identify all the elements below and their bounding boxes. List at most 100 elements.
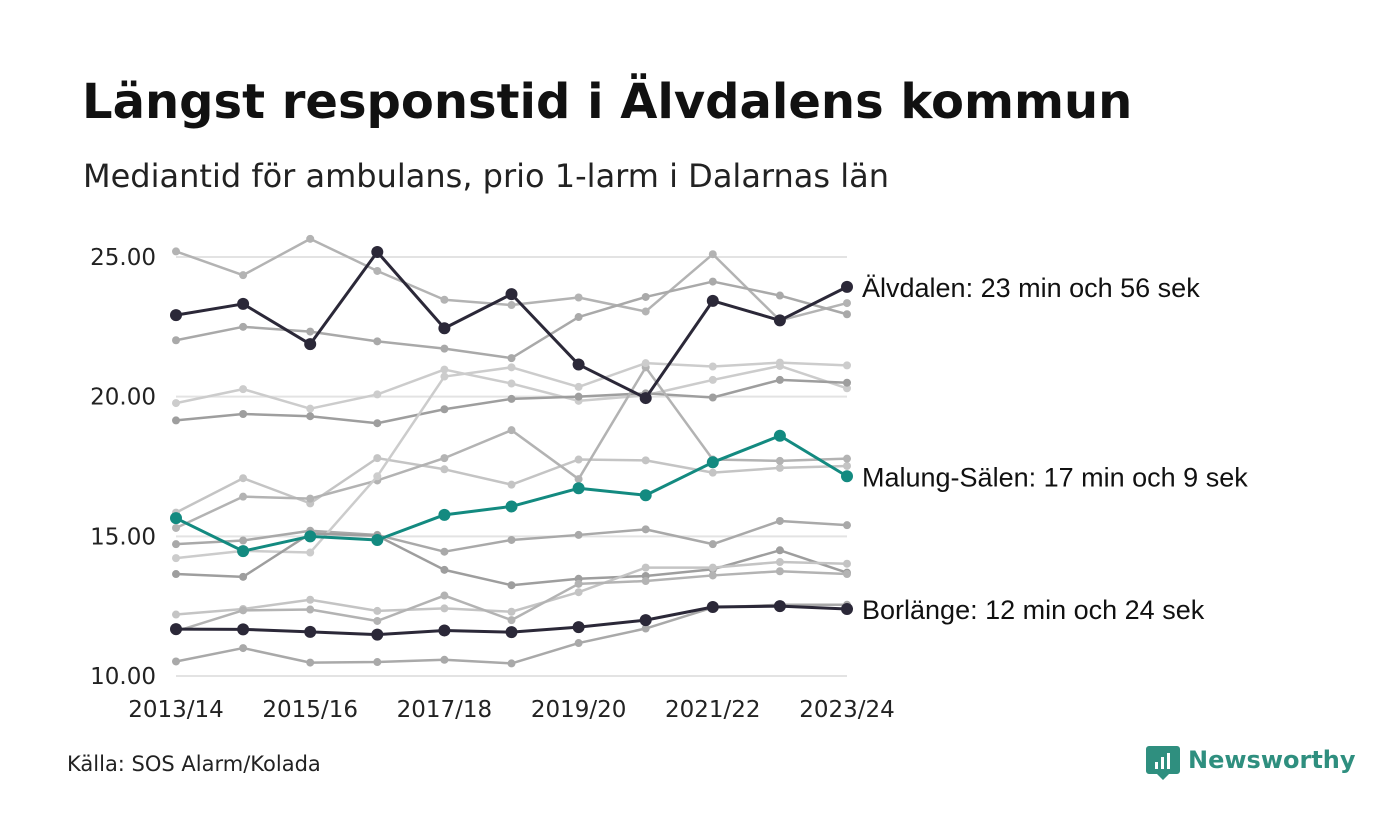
- data-point: [239, 536, 248, 545]
- data-point: [304, 625, 317, 638]
- data-point: [507, 607, 516, 616]
- data-point: [572, 358, 585, 371]
- data-point: [306, 327, 315, 336]
- data-point: [172, 657, 180, 666]
- data-point: [440, 372, 449, 381]
- data-point: [641, 525, 650, 534]
- data-point: [371, 245, 384, 258]
- data-point: [641, 359, 650, 368]
- data-point: [841, 602, 853, 615]
- newsworthy-logo[interactable]: Newsworthy: [1146, 746, 1356, 780]
- data-point: [507, 301, 516, 310]
- data-point: [371, 628, 384, 641]
- data-point: [775, 375, 784, 384]
- data-point: [639, 489, 652, 502]
- highlighted-series: [170, 245, 853, 641]
- data-point: [708, 540, 717, 549]
- data-point: [574, 313, 583, 322]
- data-point: [505, 626, 518, 639]
- series-end-labels: Älvdalen: 23 min och 56 sek Malung-Sälen:…: [862, 273, 1248, 625]
- x-tick-label: 2013/14: [128, 697, 224, 723]
- data-point: [170, 309, 182, 322]
- data-point: [239, 322, 248, 331]
- data-point: [239, 409, 248, 418]
- data-point: [237, 297, 250, 310]
- data-point: [440, 565, 449, 574]
- chart-title: Längst responstid i Älvdalens kommun: [82, 73, 1132, 130]
- data-point: [239, 474, 248, 483]
- data-point: [239, 606, 248, 615]
- data-point: [708, 362, 717, 371]
- data-point: [172, 540, 180, 549]
- data-point: [773, 600, 786, 613]
- x-tick-label: 2017/18: [397, 697, 493, 723]
- series-älvdalen: [170, 245, 853, 405]
- data-point: [775, 558, 784, 567]
- data-point: [507, 426, 516, 435]
- end-label-älvdalen: Älvdalen: 23 min och 56 sek: [862, 273, 1200, 303]
- data-point: [239, 572, 248, 581]
- data-point: [440, 465, 449, 474]
- data-point: [775, 456, 784, 465]
- data-point: [641, 456, 650, 465]
- data-point: [708, 277, 717, 286]
- data-point: [373, 472, 382, 481]
- grey-series: [172, 375, 851, 428]
- data-point: [574, 293, 583, 302]
- x-axis-ticks: 2013/14 2015/16 2017/18 2019/20 2021/22 2023/…: [128, 697, 895, 723]
- data-point: [843, 361, 851, 370]
- data-point: [708, 393, 717, 402]
- data-point: [172, 554, 180, 563]
- data-point: [706, 601, 719, 614]
- data-point: [507, 394, 516, 403]
- data-point: [371, 533, 384, 546]
- chart-subtitle: Mediantid för ambulans, prio 1-larm i Da…: [83, 157, 889, 195]
- data-point: [507, 379, 516, 388]
- data-point: [237, 545, 250, 558]
- grey-series: [172, 234, 851, 325]
- data-point: [708, 468, 717, 477]
- data-point: [641, 563, 650, 572]
- data-point: [172, 247, 180, 256]
- data-point: [306, 658, 315, 667]
- data-point: [306, 404, 315, 413]
- data-point: [572, 621, 585, 634]
- data-point: [507, 480, 516, 489]
- data-point: [775, 358, 784, 367]
- data-point: [639, 392, 652, 405]
- end-label-malung-sälen: Malung-Sälen: 17 min och 9 sek: [862, 462, 1248, 492]
- grey-series: [172, 567, 851, 636]
- data-point: [841, 280, 853, 293]
- data-point: [373, 390, 382, 399]
- data-point: [574, 455, 583, 464]
- data-point: [438, 322, 451, 335]
- data-point: [440, 655, 449, 664]
- data-point: [306, 595, 315, 604]
- data-point: [306, 412, 315, 421]
- data-point: [239, 492, 248, 501]
- data-point: [641, 307, 650, 316]
- data-point: [843, 454, 851, 463]
- data-point: [306, 234, 315, 243]
- data-point: [574, 639, 583, 648]
- data-point: [306, 548, 315, 557]
- data-point: [239, 385, 248, 394]
- x-tick-label: 2015/16: [262, 697, 358, 723]
- data-point: [304, 338, 317, 351]
- grey-series: [172, 363, 851, 532]
- data-point: [438, 508, 451, 521]
- data-point: [639, 614, 652, 627]
- data-point: [843, 310, 851, 319]
- data-point: [438, 624, 451, 637]
- y-tick-label: 25.00: [90, 245, 156, 271]
- data-point: [507, 535, 516, 544]
- data-point: [775, 567, 784, 576]
- data-point: [574, 588, 583, 597]
- data-point: [775, 516, 784, 525]
- series-malung-sälen: [170, 429, 853, 558]
- data-point: [239, 644, 248, 653]
- data-point: [574, 382, 583, 391]
- data-point: [843, 384, 851, 393]
